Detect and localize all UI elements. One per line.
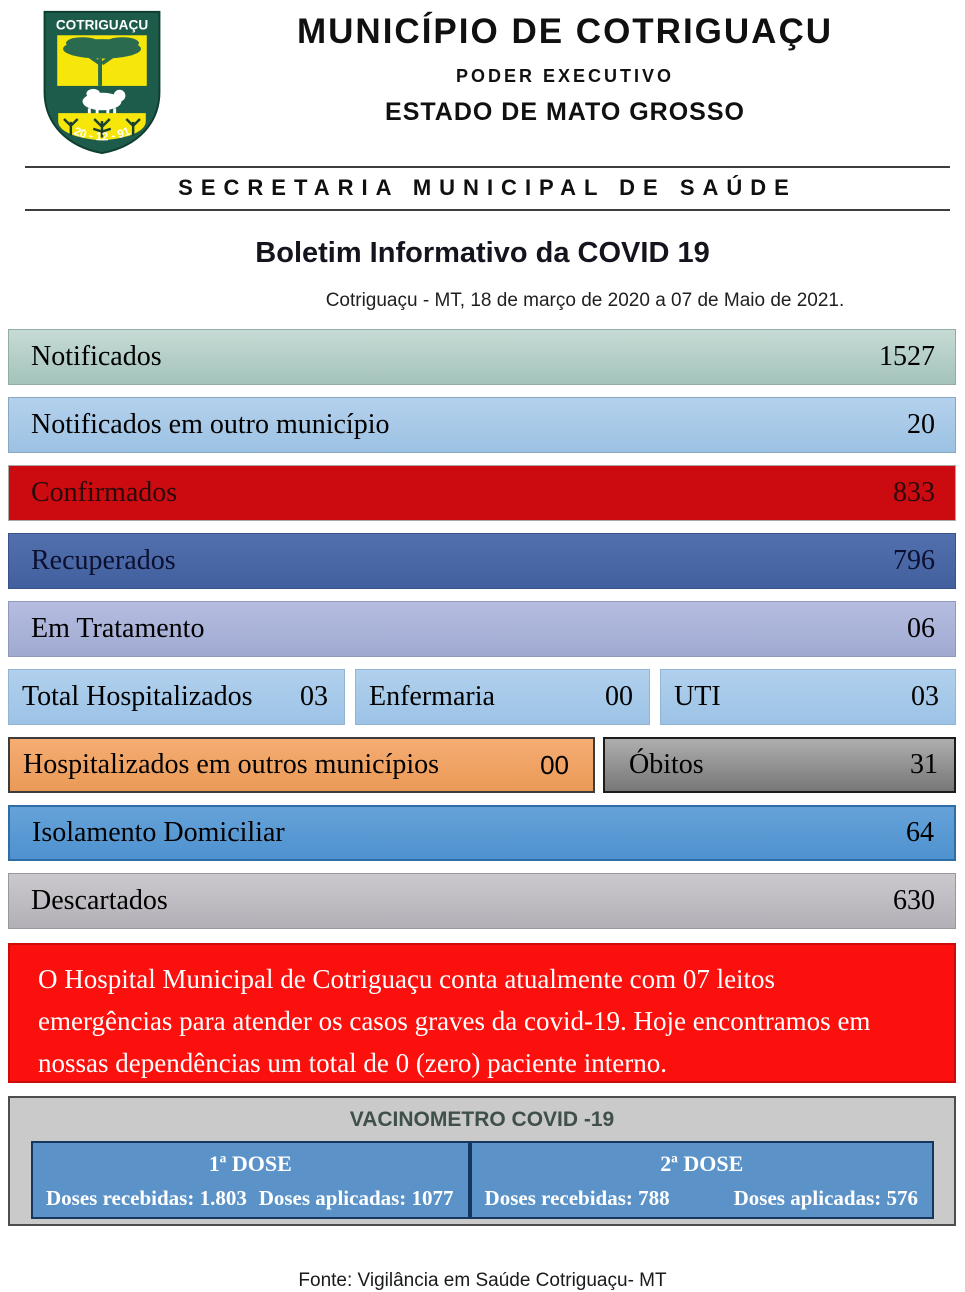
dose1-received: Doses recebidas: 1.803 xyxy=(46,1186,247,1210)
header: COTRIGUAÇU 20 - 12 - 91 MUNICÍPIO DE COT… xyxy=(0,0,965,158)
dose2-stats: Doses recebidas: 788 Doses aplicadas: 57… xyxy=(472,1177,932,1211)
stat-label-notificados-outro: Notificados em outro município xyxy=(31,409,390,440)
stat-row-notificados-outro-municipio: Notificados em outro município 20 xyxy=(8,397,956,453)
dose1-applied: Doses aplicadas: 1077 xyxy=(258,1186,454,1210)
stat-label-em-tratamento: Em Tratamento xyxy=(31,613,205,644)
stat-label-recuperados: Recuperados xyxy=(31,545,176,576)
dose-row: 1ª DOSE Doses recebidas: 1.803 Doses apl… xyxy=(10,1132,954,1219)
state-title: ESTADO DE MATO GROSSO xyxy=(385,98,745,126)
dose1-box: 1ª DOSE Doses recebidas: 1.803 Doses apl… xyxy=(31,1141,470,1219)
stat-value-notificados-outro: 20 xyxy=(907,409,935,440)
stat-cell-enfermaria: Enfermaria 00 xyxy=(355,669,650,725)
municipal-coat-of-arms-icon: COTRIGUAÇU 20 - 12 - 91 xyxy=(43,10,161,155)
stats-table: Notificados 1527 Notificados em outro mu… xyxy=(0,329,965,929)
stat-label-notificados: Notificados xyxy=(31,341,162,372)
stat-value-total-hospitalizados: 03 xyxy=(300,681,328,712)
stat-cell-total-hospitalizados: Total Hospitalizados 03 xyxy=(8,669,345,725)
stat-value-notificados: 1527 xyxy=(879,341,935,372)
hospital-notice: O Hospital Municipal de Cotriguaçu conta… xyxy=(8,943,956,1083)
stat-value-enfermaria: 00 xyxy=(605,681,633,712)
source-line: Fonte: Vigilância em Saúde Cotriguaçu- M… xyxy=(298,1270,667,1291)
stat-row-hospitalizados-outros-obitos: Hospitalizados em outros municípios 00 Ó… xyxy=(8,737,956,793)
stat-value-recuperados: 796 xyxy=(893,545,935,576)
stat-row-isolamento-domiciliar: Isolamento Domiciliar 64 xyxy=(8,805,956,861)
stat-label-enfermaria: Enfermaria xyxy=(369,681,495,712)
vacinometro-panel: VACINOMETRO COVID -19 1ª DOSE Doses rece… xyxy=(8,1096,956,1226)
stat-value-uti: 03 xyxy=(911,681,939,712)
branch-title: PODER EXECUTIVO xyxy=(455,66,675,86)
stat-label-hospitalizados-outros: Hospitalizados em outros municípios xyxy=(23,749,440,780)
stat-cell-hospitalizados-outros: Hospitalizados em outros municípios 00 xyxy=(8,737,595,793)
dose1-title: 1ª DOSE xyxy=(208,1151,292,1176)
stat-row-hospitalizados: Total Hospitalizados 03 Enfermaria 00 UT… xyxy=(8,669,956,725)
logo-top-text: COTRIGUAÇU xyxy=(56,17,149,32)
stat-label-descartados: Descartados xyxy=(31,885,168,916)
stat-label-uti: UTI xyxy=(674,681,721,712)
stat-value-obitos: 31 xyxy=(910,749,938,780)
date-range: Cotriguaçu - MT, 18 de março de 2020 a 0… xyxy=(325,290,845,311)
header-titles: MUNICÍPIO DE COTRIGUAÇU PODER EXECUTIVO … xyxy=(175,0,955,127)
dose2-applied: Doses aplicadas: 576 xyxy=(733,1186,918,1210)
stat-cell-uti: UTI 03 xyxy=(660,669,956,725)
stat-cell-obitos: Óbitos 31 xyxy=(603,737,956,793)
bulletin-title: Boletim Informativo da COVID 19 xyxy=(255,237,710,269)
department-title: SECRETARIA MUNICIPAL DE SAÚDE xyxy=(178,175,797,200)
stat-value-isolamento: 64 xyxy=(906,817,934,848)
stat-label-obitos: Óbitos xyxy=(629,749,704,780)
dose2-received: Doses recebidas: 788 xyxy=(484,1186,670,1210)
stat-row-recuperados: Recuperados 796 xyxy=(8,533,956,589)
stat-value-hospitalizados-outros: 00 xyxy=(540,749,569,780)
dose2-title: 2ª DOSE xyxy=(660,1151,744,1176)
stat-row-descartados: Descartados 630 xyxy=(8,873,956,929)
vacinometro-title: VACINOMETRO COVID -19 xyxy=(349,1108,615,1131)
stat-label-isolamento: Isolamento Domiciliar xyxy=(32,817,285,848)
dose1-stats: Doses recebidas: 1.803 Doses aplicadas: … xyxy=(33,1177,468,1211)
municipality-title: MUNICÍPIO DE COTRIGUAÇU xyxy=(297,12,833,51)
stat-value-confirmados: 833 xyxy=(893,477,935,508)
department-banner: SECRETARIA MUNICIPAL DE SAÚDE xyxy=(25,166,950,211)
stat-row-notificados: Notificados 1527 xyxy=(8,329,956,385)
stat-label-total-hospitalizados: Total Hospitalizados xyxy=(22,681,253,712)
stat-value-descartados: 630 xyxy=(893,885,935,916)
stat-value-em-tratamento: 06 xyxy=(907,613,935,644)
svg-text:20 - 12 - 91: 20 - 12 - 91 xyxy=(72,125,133,144)
dose2-box: 2ª DOSE Doses recebidas: 788 Doses aplic… xyxy=(469,1141,934,1219)
stat-row-em-tratamento: Em Tratamento 06 xyxy=(8,601,956,657)
stat-label-confirmados: Confirmados xyxy=(31,477,178,508)
stat-row-confirmados: Confirmados 833 xyxy=(8,465,956,521)
logo-bottom-text: 20 - 12 - 91 xyxy=(72,125,133,144)
